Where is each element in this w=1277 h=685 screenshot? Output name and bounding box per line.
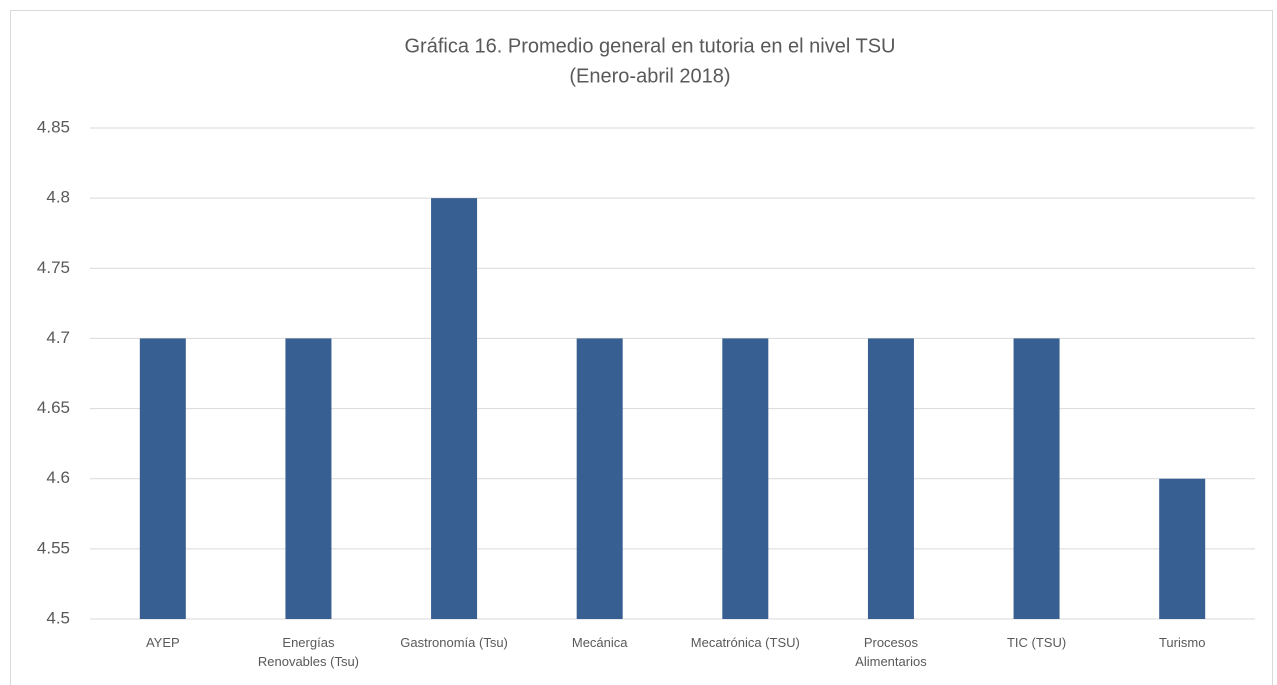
- bar: [139, 338, 186, 619]
- x-tick-label: Procesos Alimentarios: [855, 635, 927, 669]
- bar: [867, 338, 914, 619]
- bar: [1013, 338, 1060, 619]
- x-tick-label: Turismo: [1158, 635, 1206, 650]
- x-tick-label: Mecánica: [571, 635, 628, 650]
- bar: [576, 338, 623, 619]
- y-tick-label: 4.65: [37, 398, 70, 417]
- bar: [285, 338, 332, 619]
- y-tick-label: 4.5: [46, 608, 70, 627]
- bar: [431, 198, 478, 619]
- chart-subtitle: (Enero-abril 2018): [569, 65, 730, 87]
- y-tick-label: 4.75: [37, 258, 70, 277]
- chart-title: Gráfica 16. Promedio general en tutoria …: [404, 35, 895, 57]
- bar: [722, 338, 769, 619]
- y-tick-label: 4.6: [46, 468, 70, 487]
- y-tick-label: 4.55: [37, 538, 70, 557]
- x-tick-label: Energías Renovables (Tsu): [257, 635, 360, 669]
- chart-border: [10, 10, 1273, 685]
- x-tick-label: Gastronomía (Tsu): [400, 635, 508, 650]
- x-tick-label: Mecatrónica (TSU): [690, 635, 800, 650]
- x-tick-label: TIC (TSU): [1006, 635, 1067, 650]
- x-tick-label: AYEP: [145, 635, 180, 650]
- y-tick-label: 4.7: [46, 328, 70, 347]
- y-tick-label: 4.85: [37, 117, 70, 136]
- y-tick-label: 4.8: [46, 188, 70, 207]
- bar: [1159, 478, 1206, 619]
